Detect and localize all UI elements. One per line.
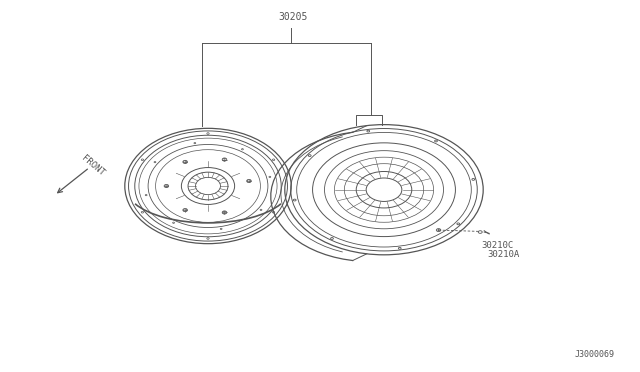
Text: FRONT: FRONT xyxy=(80,154,106,178)
Text: 30210A: 30210A xyxy=(487,250,520,259)
Text: 30210C: 30210C xyxy=(481,241,513,250)
Text: J3000069: J3000069 xyxy=(575,350,614,359)
Text: 30205: 30205 xyxy=(278,12,308,22)
Ellipse shape xyxy=(438,230,439,231)
